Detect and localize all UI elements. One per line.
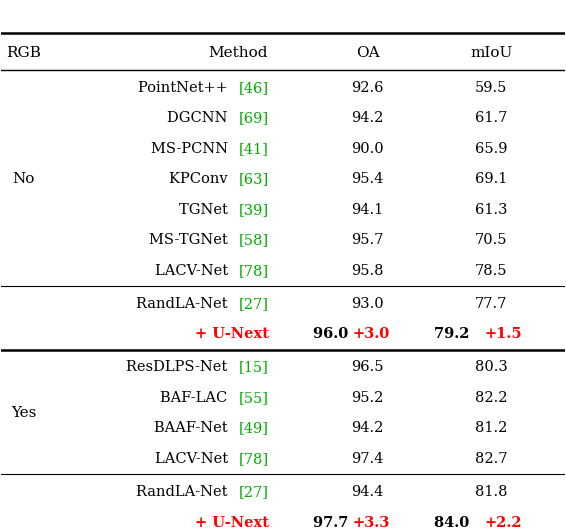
Text: BAF-LAC: BAF-LAC bbox=[160, 391, 232, 405]
Text: 95.8: 95.8 bbox=[351, 264, 384, 278]
Text: LACV-Net: LACV-Net bbox=[155, 264, 232, 278]
Text: 69.1: 69.1 bbox=[475, 172, 508, 186]
Text: LACV-Net: LACV-Net bbox=[155, 452, 232, 466]
Text: OA: OA bbox=[355, 46, 379, 60]
Text: 95.4: 95.4 bbox=[351, 172, 384, 186]
Text: 96.5: 96.5 bbox=[351, 360, 384, 375]
Text: [63]: [63] bbox=[239, 172, 269, 186]
Text: 65.9: 65.9 bbox=[475, 142, 508, 156]
Text: [49]: [49] bbox=[239, 421, 269, 435]
Text: [69]: [69] bbox=[239, 111, 269, 125]
Text: [46]: [46] bbox=[239, 81, 269, 95]
Text: 84.0: 84.0 bbox=[434, 516, 474, 529]
Text: +2.2: +2.2 bbox=[484, 516, 522, 529]
Text: BAAF-Net: BAAF-Net bbox=[154, 421, 232, 435]
Text: 77.7: 77.7 bbox=[475, 297, 508, 311]
Text: MS-TGNet: MS-TGNet bbox=[149, 233, 232, 247]
Text: +1.5: +1.5 bbox=[484, 327, 522, 342]
Text: 94.1: 94.1 bbox=[351, 203, 384, 217]
Text: RandLA-Net: RandLA-Net bbox=[136, 297, 232, 311]
Text: PointNet++: PointNet++ bbox=[138, 81, 232, 95]
Text: 82.7: 82.7 bbox=[475, 452, 508, 466]
Text: mIoU: mIoU bbox=[470, 46, 513, 60]
Text: [39]: [39] bbox=[239, 203, 269, 217]
Text: 90.0: 90.0 bbox=[351, 142, 384, 156]
Text: Method: Method bbox=[208, 46, 268, 60]
Text: No: No bbox=[12, 172, 35, 186]
Text: [27]: [27] bbox=[239, 485, 269, 499]
Text: [55]: [55] bbox=[239, 391, 269, 405]
Text: RandLA-Net: RandLA-Net bbox=[136, 485, 232, 499]
Text: [78]: [78] bbox=[239, 452, 269, 466]
Text: DGCNN: DGCNN bbox=[167, 111, 232, 125]
Text: 81.2: 81.2 bbox=[475, 421, 508, 435]
Text: 94.2: 94.2 bbox=[351, 421, 384, 435]
Text: 94.4: 94.4 bbox=[351, 485, 384, 499]
Text: 93.0: 93.0 bbox=[351, 297, 384, 311]
Text: + U-Next: + U-Next bbox=[195, 516, 269, 529]
Text: 61.7: 61.7 bbox=[475, 111, 508, 125]
Text: 97.4: 97.4 bbox=[351, 452, 384, 466]
Text: 59.5: 59.5 bbox=[475, 81, 508, 95]
Text: ResDLPS-Net: ResDLPS-Net bbox=[126, 360, 232, 375]
Text: MS-PCNN: MS-PCNN bbox=[151, 142, 232, 156]
Text: 81.8: 81.8 bbox=[475, 485, 508, 499]
Text: 92.6: 92.6 bbox=[351, 81, 384, 95]
Text: + U-Next: + U-Next bbox=[195, 327, 269, 342]
Text: KPConv: KPConv bbox=[169, 172, 232, 186]
Text: 97.7: 97.7 bbox=[313, 516, 353, 529]
Text: TGNet: TGNet bbox=[179, 203, 232, 217]
Text: [27]: [27] bbox=[239, 297, 269, 311]
Text: [41]: [41] bbox=[239, 142, 269, 156]
Text: 95.2: 95.2 bbox=[351, 391, 384, 405]
Text: [58]: [58] bbox=[239, 233, 269, 247]
Text: RGB: RGB bbox=[6, 46, 41, 60]
Text: 95.7: 95.7 bbox=[351, 233, 384, 247]
Text: 80.3: 80.3 bbox=[475, 360, 508, 375]
Text: 78.5: 78.5 bbox=[475, 264, 508, 278]
Text: 61.3: 61.3 bbox=[475, 203, 508, 217]
Text: [78]: [78] bbox=[239, 264, 269, 278]
Text: 70.5: 70.5 bbox=[475, 233, 508, 247]
Text: 82.2: 82.2 bbox=[475, 391, 508, 405]
Text: [15]: [15] bbox=[239, 360, 269, 375]
Text: Yes: Yes bbox=[11, 406, 37, 420]
Text: 96.0: 96.0 bbox=[313, 327, 353, 342]
Text: +3.3: +3.3 bbox=[353, 516, 390, 529]
Text: 94.2: 94.2 bbox=[351, 111, 384, 125]
Text: +3.0: +3.0 bbox=[353, 327, 390, 342]
Text: 79.2: 79.2 bbox=[434, 327, 474, 342]
